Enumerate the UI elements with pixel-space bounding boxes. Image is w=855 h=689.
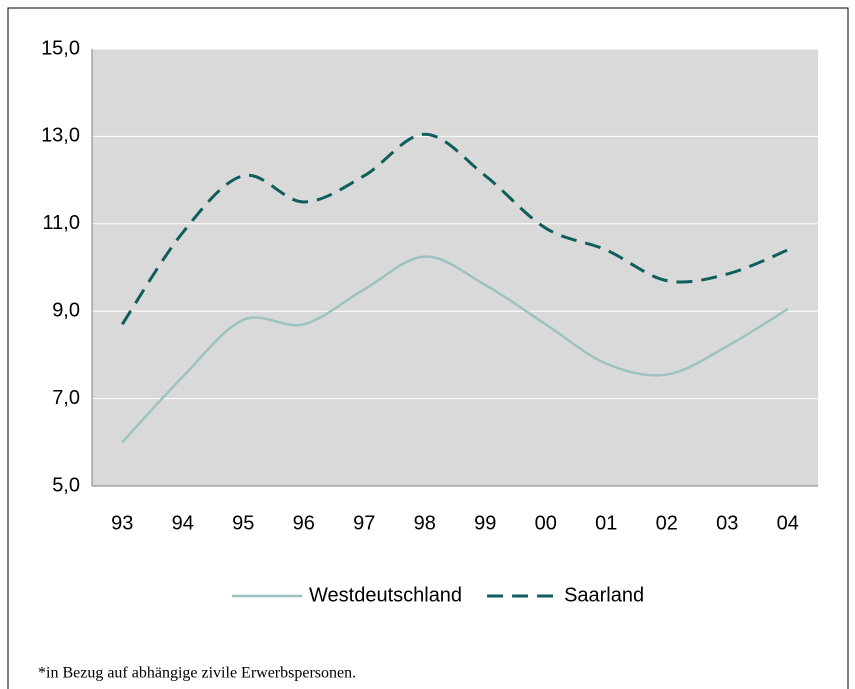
- series-line: [120, 132, 789, 326]
- x-tick-label: 94: [172, 512, 194, 534]
- y-tick-label: 5,0: [52, 474, 80, 496]
- y-tick-label: 13,0: [41, 125, 80, 147]
- x-tick-label: 02: [656, 512, 678, 534]
- legend-label: Westdeutschland: [309, 584, 462, 606]
- frame: [7, 7, 849, 689]
- x-tick-label: 96: [293, 512, 315, 534]
- x-tick-label: 97: [353, 512, 375, 534]
- y-tick-label: 9,0: [52, 299, 80, 321]
- x-tick-label: 95: [232, 512, 254, 534]
- x-tick-label: 98: [414, 512, 436, 534]
- x-tick-label: 01: [595, 512, 617, 534]
- x-tick-label: 04: [777, 512, 799, 534]
- y-tick-label: 7,0: [52, 387, 80, 409]
- series-line: [121, 255, 789, 444]
- x-tick-label: 00: [535, 512, 557, 534]
- y-tick-label: 15,0: [41, 37, 80, 59]
- x-tick-label: 93: [111, 512, 133, 534]
- y-tick-label: 11,0: [43, 212, 80, 234]
- x-tick-label: 99: [474, 512, 496, 534]
- footnote: *in Bezug auf abhängige zivile Erwerbspe…: [38, 665, 356, 682]
- x-tick-label: 03: [716, 512, 738, 534]
- legend-label: Saarland: [564, 584, 644, 606]
